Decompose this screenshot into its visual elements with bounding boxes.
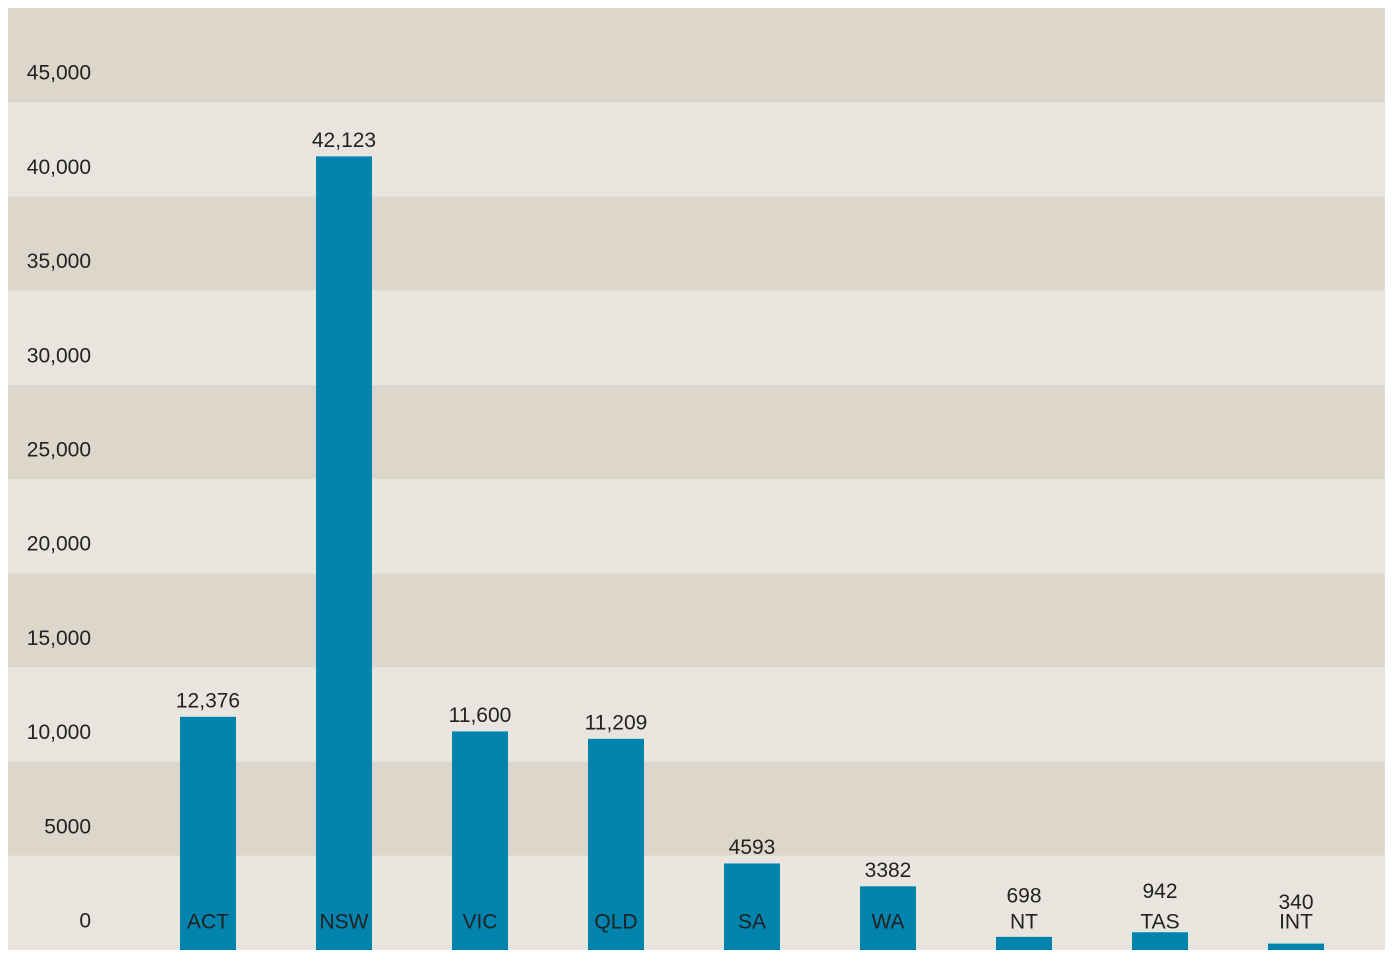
bar (860, 886, 916, 950)
background-band (8, 384, 1385, 479)
bar (1268, 943, 1324, 950)
bar (996, 936, 1052, 950)
bar (316, 156, 372, 950)
value-label: 12,376 (176, 689, 240, 712)
x-tick-label: ACT (187, 911, 229, 934)
x-tick-label: NSW (320, 911, 369, 934)
bar (180, 716, 236, 950)
y-tick-label: 40,000 (27, 156, 91, 179)
x-tick-label: QLD (594, 911, 637, 934)
x-tick-label: TAS (1140, 911, 1179, 934)
background-band (8, 290, 1385, 385)
y-tick-label: 0 (79, 910, 91, 933)
y-tick-label: 5000 (44, 815, 91, 838)
background-band (8, 8, 1385, 103)
value-label: 4593 (729, 836, 776, 859)
y-tick-label: 15,000 (27, 627, 91, 650)
x-tick-label: WA (871, 911, 904, 934)
background-band (8, 196, 1385, 291)
x-tick-label: NT (1010, 911, 1038, 934)
x-tick-label: SA (738, 911, 766, 934)
background-band (8, 667, 1385, 762)
value-label: 942 (1142, 880, 1177, 903)
value-label: 698 (1006, 884, 1041, 907)
y-tick-label: 30,000 (27, 344, 91, 367)
background-band (8, 479, 1385, 574)
bar (452, 731, 508, 950)
y-tick-label: 10,000 (27, 721, 91, 744)
y-tick-label: 25,000 (27, 439, 91, 462)
background-band (8, 573, 1385, 668)
y-tick-label: 20,000 (27, 533, 91, 556)
value-label: 11,209 (585, 711, 648, 734)
y-tick-label: 45,000 (27, 62, 91, 85)
y-tick-label: 35,000 (27, 250, 91, 273)
value-label: 42,123 (312, 129, 376, 152)
bar (724, 863, 780, 950)
value-label: 11,600 (449, 704, 512, 727)
value-label: 3382 (865, 859, 912, 882)
background-band (8, 102, 1385, 197)
bar (1132, 932, 1188, 950)
background-band (8, 761, 1385, 856)
bar (588, 738, 644, 950)
x-tick-label: VIC (462, 911, 497, 934)
x-tick-label: INT (1279, 911, 1313, 934)
value-label: 340 (1278, 891, 1313, 914)
